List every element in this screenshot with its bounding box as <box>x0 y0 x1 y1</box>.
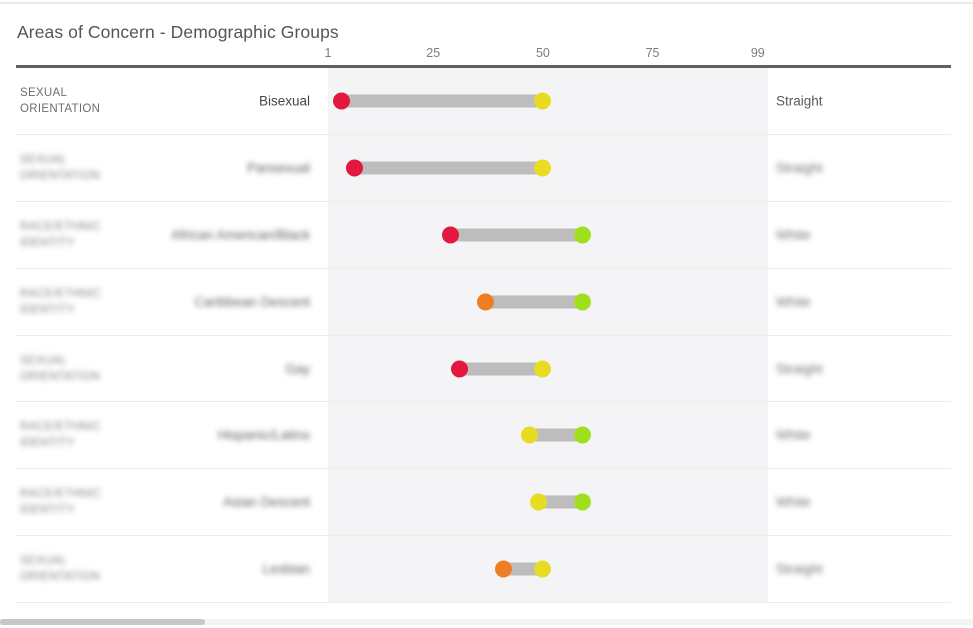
row-group-label: Gay <box>285 361 310 376</box>
dumbbell-bar <box>479 295 589 309</box>
header-rule <box>16 65 951 68</box>
table-row: RACE/ETHNIC IDENTITY African American/Bl… <box>16 202 951 269</box>
dumbbell-end-dot-icon[interactable] <box>573 293 591 311</box>
row-comparison-label: White <box>776 227 811 243</box>
row-comparison-label: White <box>776 294 811 310</box>
row-category-label: SEXUAL ORIENTATION <box>20 153 101 182</box>
table-row: RACE/ETHNIC IDENTITY Caribbean Descent W… <box>16 269 951 336</box>
dumbbell-bar <box>453 362 550 375</box>
chart-rows: SEXUAL ORIENTATION Bisexual Straight SEX… <box>16 68 951 604</box>
table-row: SEXUAL ORIENTATION Lesbian Straight <box>16 536 951 604</box>
axis-tick-label: 25 <box>426 46 441 60</box>
dumbbell-end-dot-icon[interactable] <box>534 92 552 110</box>
table-row: RACE/ETHNIC IDENTITY Hispanic/Latino Whi… <box>16 402 951 470</box>
row-category-label: RACE/ETHNIC IDENTITY <box>20 220 102 249</box>
row-comparison-label: Straight <box>776 561 823 577</box>
top-divider <box>0 2 973 4</box>
dumbbell-bar <box>523 428 589 442</box>
row-group-label: Caribbean Descent <box>194 294 310 310</box>
dumbbell-end-dot-icon[interactable] <box>534 159 552 177</box>
row-comparison-label: White <box>776 427 811 443</box>
row-category-label: SEXUAL ORIENTATION <box>20 555 101 584</box>
x-axis: 1 25 50 75 99 <box>0 46 973 62</box>
dumbbell-bar <box>334 94 550 108</box>
dumbbell-end-dot-icon[interactable] <box>573 426 591 444</box>
row-category-label: RACE/ETHNIC IDENTITY <box>20 421 102 450</box>
dumbbell-start-dot-icon[interactable] <box>451 360 469 377</box>
dumbbell-bar <box>444 228 589 242</box>
row-group-label: Bisexual <box>258 93 310 109</box>
row-comparison-label: Straight <box>776 361 823 376</box>
axis-tick-label: 1 <box>324 46 332 60</box>
horizontal-scrollbar-thumb[interactable] <box>0 619 205 625</box>
axis-tick-label: 50 <box>535 46 550 60</box>
dumbbell-start-dot-icon[interactable] <box>521 426 539 444</box>
horizontal-scrollbar-track[interactable] <box>0 619 973 625</box>
row-group-label: African American/Black <box>171 227 310 243</box>
dumbbell-bar <box>347 161 550 175</box>
dumbbell-end-dot-icon[interactable] <box>573 493 591 511</box>
dumbbell-start-dot-icon[interactable] <box>442 226 460 244</box>
row-comparison-label: White <box>776 494 811 510</box>
row-category-label: RACE/ETHNIC IDENTITY <box>20 488 102 517</box>
table-row: RACE/ETHNIC IDENTITY Asian Descent White <box>16 469 951 537</box>
row-group-label: Pansexual <box>246 160 310 176</box>
row-group-label: Hispanic/Latino <box>217 427 310 443</box>
axis-tick-label: 75 <box>645 46 660 60</box>
row-comparison-label: Straight <box>776 93 823 109</box>
row-category-label: RACE/ETHNIC IDENTITY <box>20 287 102 316</box>
chart-title: Areas of Concern - Demographic Groups <box>17 22 339 42</box>
dumbbell-start-dot-icon[interactable] <box>477 293 495 311</box>
row-category-label: SEXUAL ORIENTATION <box>20 354 101 383</box>
row-group-label: Asian Descent <box>222 494 310 510</box>
axis-tick-label: 99 <box>750 46 765 60</box>
dumbbell-start-dot-icon[interactable] <box>332 92 350 110</box>
dumbbell-end-dot-icon[interactable] <box>534 560 552 578</box>
dumbbell-end-dot-icon[interactable] <box>573 226 591 244</box>
table-row: SEXUAL ORIENTATION Gay Straight <box>16 336 951 403</box>
dumbbell-start-dot-icon[interactable] <box>530 493 548 511</box>
row-category-label: SEXUAL ORIENTATION <box>20 86 101 115</box>
row-comparison-label: Straight <box>776 160 823 176</box>
table-row: SEXUAL ORIENTATION Pansexual Straight <box>16 135 951 202</box>
dumbbell-start-dot-icon[interactable] <box>345 159 363 177</box>
dumbbell-end-dot-icon[interactable] <box>534 360 552 377</box>
table-row: SEXUAL ORIENTATION Bisexual Straight <box>16 68 951 135</box>
row-group-label: Lesbian <box>262 561 310 577</box>
dumbbell-start-dot-icon[interactable] <box>494 560 512 578</box>
